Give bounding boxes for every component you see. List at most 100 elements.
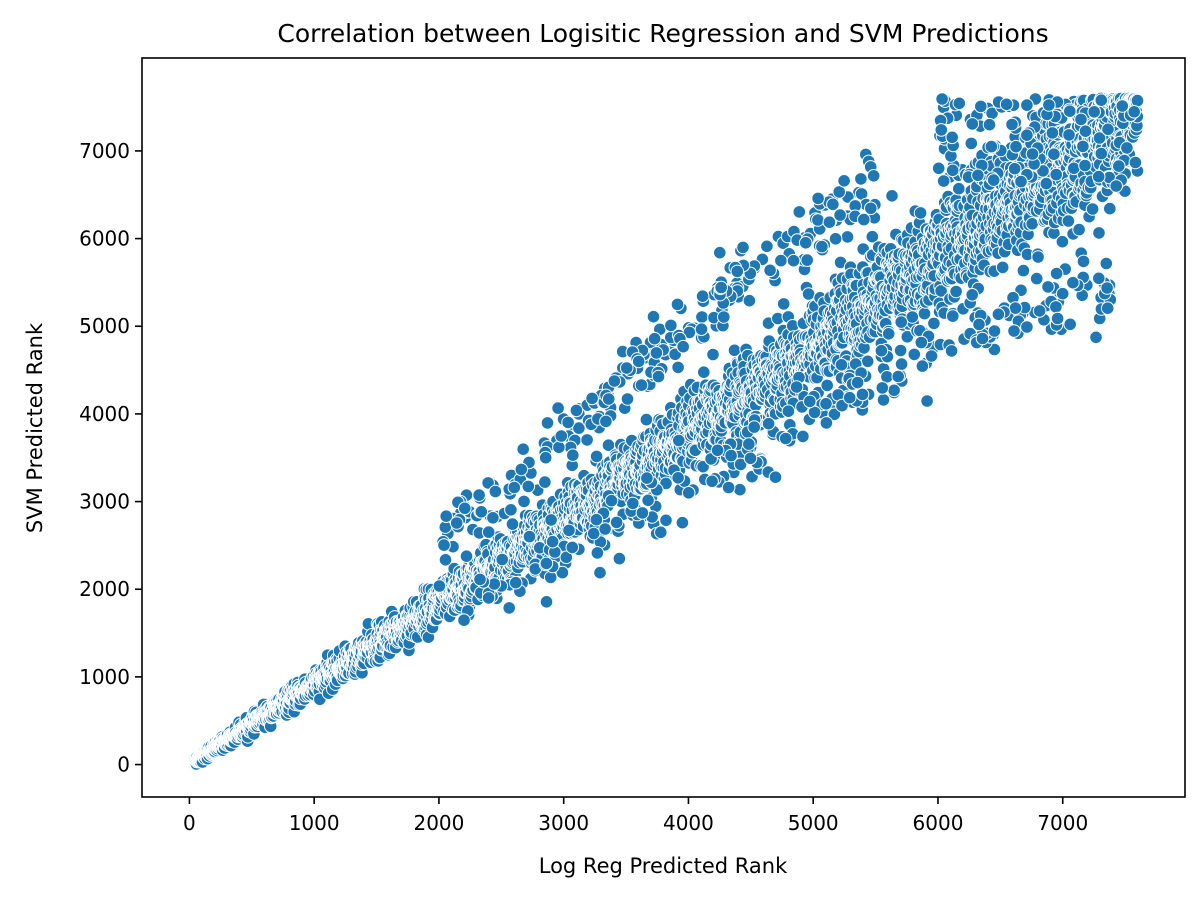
x-tick-label: 3000 xyxy=(538,811,589,835)
scatter-point xyxy=(651,369,666,384)
scatter-point xyxy=(1063,317,1077,332)
scatter-point xyxy=(1007,161,1022,176)
scatter-point xyxy=(842,390,857,405)
scatter-point xyxy=(730,264,745,279)
scatter-point xyxy=(965,288,980,302)
scatter-point xyxy=(521,479,536,494)
scatter-point xyxy=(1039,176,1054,191)
scatter-point xyxy=(914,335,929,350)
scatter-point xyxy=(502,601,517,615)
scatter-point xyxy=(504,503,518,517)
scatter-point xyxy=(975,331,990,346)
scatter-point xyxy=(733,482,747,497)
y-tick-label: 3000 xyxy=(79,490,130,514)
scatter-point xyxy=(647,331,662,346)
scatter-point xyxy=(855,387,870,402)
y-tick-label: 6000 xyxy=(79,227,130,251)
scatter-point xyxy=(763,263,777,278)
scatter-point xyxy=(1045,126,1060,140)
scatter-point xyxy=(472,488,486,502)
scatter-point xyxy=(1092,226,1106,240)
scatter-point xyxy=(1029,271,1044,286)
scatter-point xyxy=(620,392,635,406)
scatter-point xyxy=(1061,214,1076,228)
scatter-point xyxy=(826,197,840,212)
scatter-point xyxy=(811,213,825,227)
scatter-point xyxy=(1076,139,1090,154)
scatter-point xyxy=(473,572,487,587)
scatter-point xyxy=(811,191,825,206)
scatter-point xyxy=(864,201,878,216)
scatter-point xyxy=(481,591,496,605)
scatter-point xyxy=(761,416,776,431)
scatter-point xyxy=(1078,158,1092,173)
scatter-point xyxy=(505,517,520,531)
scatter-point xyxy=(566,448,580,463)
scatter-point xyxy=(819,397,833,411)
scatter-point xyxy=(1100,281,1114,295)
x-tick-label: 4000 xyxy=(663,811,714,835)
scatter-point xyxy=(612,551,627,566)
scatter-point xyxy=(789,380,804,394)
scatter-point xyxy=(695,289,710,304)
scatter-point xyxy=(1063,104,1077,118)
scatter-point xyxy=(654,525,668,540)
scatter-point xyxy=(538,475,552,489)
scatter-point xyxy=(736,240,750,255)
scatter-point xyxy=(952,96,967,111)
scatter-point xyxy=(840,230,855,244)
scatter-point xyxy=(1087,105,1101,119)
scatter-point xyxy=(705,474,719,489)
scatter-point xyxy=(672,433,686,448)
scatter-point xyxy=(681,486,696,500)
scatter-point xyxy=(893,343,908,358)
scatter-point xyxy=(891,369,906,384)
scatter-point xyxy=(1101,122,1115,137)
scatter-point xyxy=(714,280,729,295)
scatter-point xyxy=(1055,286,1070,301)
scatter-point xyxy=(894,357,909,371)
scatter-point xyxy=(781,404,796,419)
scatter-point xyxy=(894,315,909,329)
scatter-point xyxy=(539,595,554,609)
scatter-point xyxy=(747,420,762,434)
scatter-point xyxy=(1120,141,1134,155)
scatter-point xyxy=(946,309,960,323)
scatter-point xyxy=(585,391,599,406)
scatter-point xyxy=(1025,147,1040,161)
scatter-point xyxy=(1014,174,1028,189)
scatter-point xyxy=(514,462,529,477)
scatter-point xyxy=(646,309,661,324)
scatter-point xyxy=(850,375,865,390)
scatter-point xyxy=(1112,159,1126,173)
scatter-point xyxy=(517,494,531,509)
scatter-point xyxy=(486,511,500,525)
x-tick-label: 5000 xyxy=(788,811,839,835)
scatter-point xyxy=(1078,124,1093,138)
scatter-point xyxy=(800,253,815,267)
scatter-point xyxy=(987,324,1002,338)
scatter-point xyxy=(598,522,612,536)
scatter-point xyxy=(1032,304,1047,318)
scatter-point xyxy=(920,394,934,408)
scatter-point xyxy=(833,208,847,222)
scatter-point xyxy=(459,549,474,564)
scatter-point xyxy=(1100,301,1115,316)
scatter-point xyxy=(964,136,979,151)
scatter-point xyxy=(1127,105,1141,119)
scatter-point xyxy=(796,429,810,444)
y-tick-label: 5000 xyxy=(79,314,130,338)
scatter-point xyxy=(522,529,537,544)
scatter-point xyxy=(1085,202,1100,216)
y-axis-label: SVM Predicted Rank xyxy=(23,322,47,533)
x-axis-label: Log Reg Predicted Rank xyxy=(539,854,788,878)
scatter-point xyxy=(881,327,896,341)
scatter-point xyxy=(1025,217,1039,231)
y-tick-label: 2000 xyxy=(79,577,130,601)
scatter-point xyxy=(580,433,594,447)
scatter-point xyxy=(1049,266,1064,281)
scatter-point xyxy=(593,565,607,580)
scatter-point xyxy=(854,172,868,186)
scatter-point xyxy=(915,359,930,373)
scatter-point xyxy=(945,130,960,145)
